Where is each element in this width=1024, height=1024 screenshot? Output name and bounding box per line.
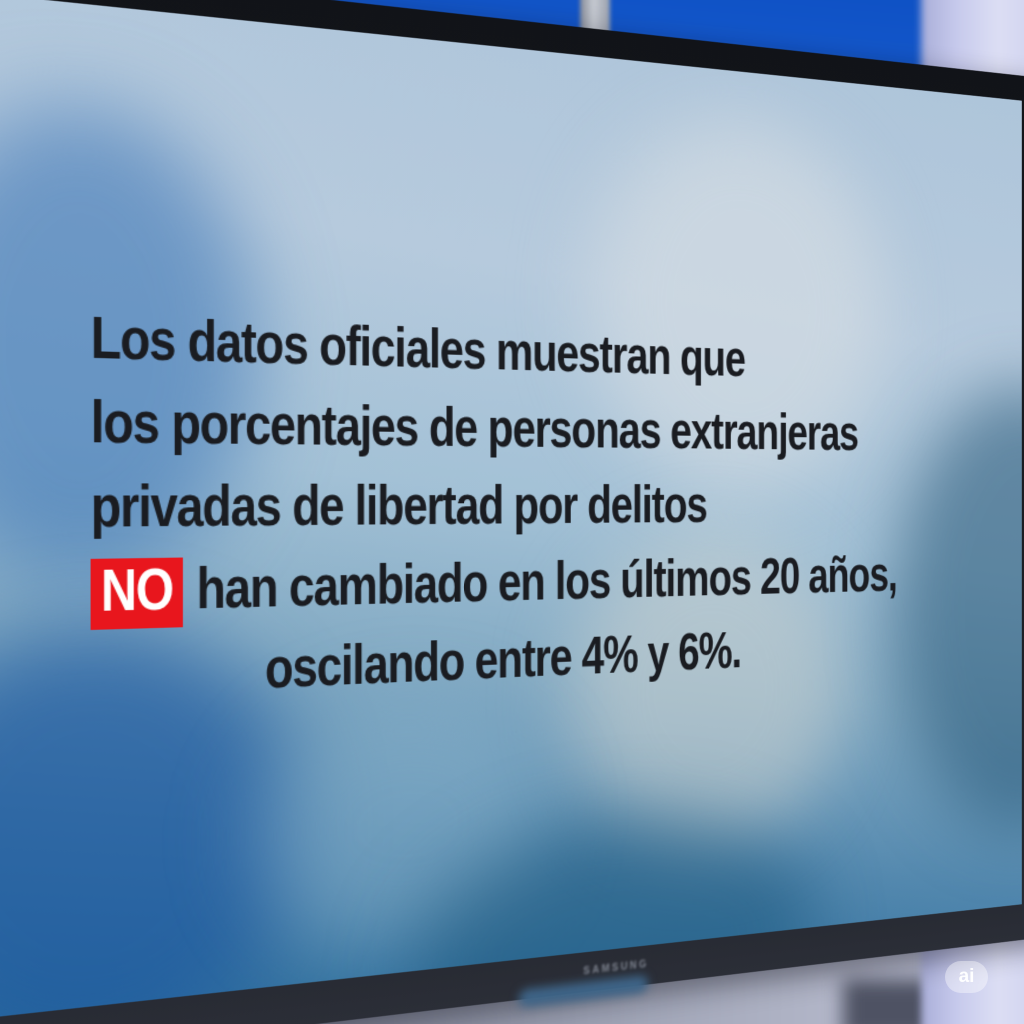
tv-frame: Los datos oficiales muestran que los por… xyxy=(0,0,1024,1024)
ai-watermark-label: ai xyxy=(959,966,975,988)
claim-line-3: privadas de libertad por delitos xyxy=(91,464,1022,548)
ai-watermark-badge: ai xyxy=(945,961,988,993)
studio-scene: Los datos oficiales muestran que los por… xyxy=(0,0,1024,1024)
claim-line-4-rest: han cambiado en los últimos 20 años, xyxy=(196,546,896,621)
tv-screen: Los datos oficiales muestran que los por… xyxy=(0,0,1022,1020)
claim-text-block: Los datos oficiales muestran que los por… xyxy=(91,296,1022,718)
no-highlight-badge: NO xyxy=(91,558,183,631)
tv-brand-logo: SAMSUNG xyxy=(583,959,648,977)
claim-line-3-text: privadas de libertad por delitos xyxy=(91,464,707,548)
